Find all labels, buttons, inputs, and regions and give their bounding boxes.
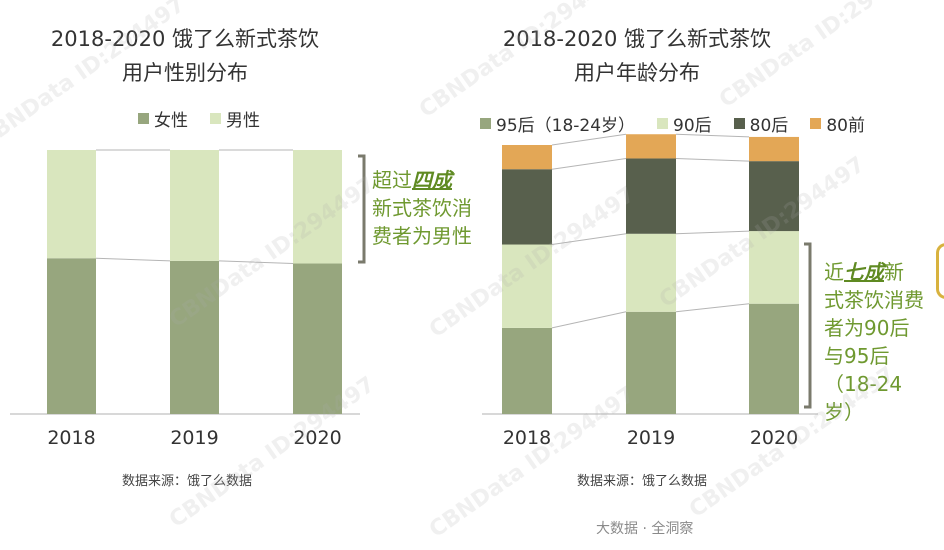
gender-bar-2020-series-1 [293,150,342,264]
legend-swatch-male [210,113,221,124]
legend-label-pre80: 80前 [826,116,865,136]
age-annotation-highlight: 七成 [844,260,884,284]
age-bar-2018-series-3 [502,145,552,170]
gender-tick-label-2018: 2018 [47,427,95,449]
age-annotation-line5: （18-24 [824,372,903,396]
legend-label-95s: 95后（18-24岁） [496,116,636,136]
gender-bar-2018-series-0 [47,258,96,414]
gender-annotation-line3: 费者为男性 [372,224,472,248]
age-chart-title-line2: 用户年龄分布 [574,61,700,85]
legend-item-pre80: 80前 [810,111,865,136]
gender-chart-title-line1: 2018-2020 饿了么新式茶饮 [50,27,320,51]
gender-bar-2019-series-0 [170,260,219,414]
age-annotation-line4: 与95后 [824,344,890,368]
age-connector-line [551,157,627,170]
age-annotation-line3: 者为90后 [824,316,910,340]
legend-swatch-90s [657,118,669,129]
age-stacked-bar-plot: 2018 2019 2020 [482,133,818,449]
gender-annotation-highlight: 四成 [412,168,452,192]
age-bar-2019-series-2 [626,158,676,234]
legend-item-male: 男性 [210,106,260,131]
gender-stacked-bar-plot: 2018 2019 2020 [10,149,366,449]
gender-tick-label-2020: 2020 [293,427,341,449]
gender-connector-line [218,260,294,265]
age-chart-title: 2018-2020 饿了么新式茶饮 用户年龄分布 [472,22,802,90]
gender-chart-title: 2018-2020 饿了么新式茶饮 用户性别分布 [0,22,370,90]
gender-chart-title-line2: 用户性别分布 [122,61,248,85]
age-annotation-line2: 式茶饮消费 [824,288,924,312]
age-annotation-line6: 岁） [824,400,864,424]
gender-bar-2020-series-0 [293,263,342,414]
age-bar-2020-series-1 [749,231,799,304]
age-connector-line [675,157,750,162]
gender-chart-panel: 2018-2020 饿了么新式茶饮 用户性别分布 女性 男性 2018 2019 2… [0,22,472,489]
age-tick-label-2019: 2019 [627,427,675,449]
legend-label-female: 女性 [154,111,188,131]
legend-item-80s: 80后 [733,111,789,136]
age-bar-2018-series-2 [502,169,552,245]
age-chart-panel: 2018-2020 饿了么新式茶饮 用户年龄分布 95后（18-24岁） 90后… [472,0,944,550]
gender-annotation-line2: 新式茶饮消 [372,196,472,220]
gender-bracket [358,154,366,264]
age-bracket [804,242,812,409]
age-connector-line [551,133,627,146]
age-connector-line [675,303,750,313]
gender-annotation-prefix: 超过 [372,168,412,192]
age-tick-label-2018: 2018 [503,427,551,449]
age-connector-line [551,311,627,329]
age-bar-2018-series-1 [502,244,552,328]
age-connector-line [675,230,750,235]
age-connector-line [675,133,750,138]
age-bar-2019-series-0 [626,311,676,414]
age-bar-2020-series-2 [749,161,799,232]
age-bar-2020-series-3 [749,136,799,162]
legend-label-90s: 90后 [673,116,712,136]
age-chart-title-line1: 2018-2020 饿了么新式茶饮 [502,27,772,51]
age-connector-line [551,233,627,246]
legend-label-80s: 80后 [749,116,789,136]
footer-tagline: 大数据 · 全洞察 [596,521,694,537]
legend-swatch-pre80 [810,118,822,129]
legend-item-female: 女性 [138,106,188,131]
gender-tick-label-2019: 2019 [170,427,218,449]
age-bar-2018-series-0 [502,327,552,414]
age-bar-2020-series-0 [749,303,799,414]
legend-item-90s: 90后 [657,111,712,136]
age-bar-2019-series-1 [626,233,676,312]
legend-swatch-80s [733,118,745,129]
legend-swatch-female [138,113,149,124]
age-tick-label-2020: 2020 [750,427,798,449]
legend-item-95s: 95后（18-24岁） [480,111,635,136]
edge-decoration [936,243,944,299]
legend-label-male: 男性 [226,111,260,131]
gender-bar-2019-series-1 [170,150,219,261]
legend-swatch-95s [480,118,491,129]
gender-source-note: 数据来源：饿了么数据 [122,474,253,489]
age-legend: 95后（18-24岁） 90后 80后 80前 [480,111,887,136]
age-annotation: 近七成新 式茶饮消费 者为90后 与95后 （18-24 岁） [824,258,944,426]
age-annotation-first-rest: 新 [884,260,904,284]
gender-connector-line [95,257,171,262]
gender-annotation: 超过四成 新式茶饮消 费者为男性 [372,166,472,250]
age-source-note: 数据来源：饿了么数据 [577,474,708,489]
gender-bar-2018-series-1 [47,150,96,259]
age-annotation-prefix: 近 [824,260,844,284]
gender-legend: 女性 男性 [138,106,282,131]
age-bar-2019-series-3 [626,134,676,159]
